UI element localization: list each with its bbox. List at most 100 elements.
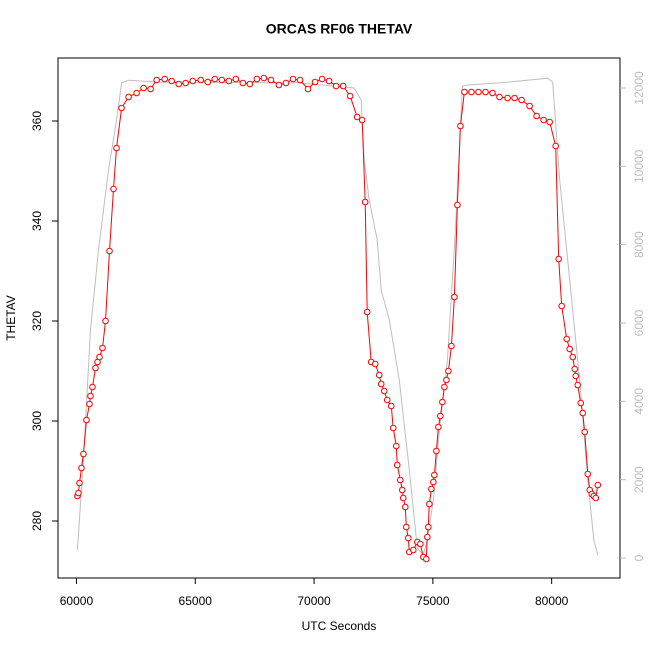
y-tick-label: 300 [30, 411, 44, 431]
point [363, 308, 371, 316]
point [592, 494, 600, 502]
y2-tick-label: 0 [632, 554, 646, 561]
point [383, 396, 391, 404]
point [282, 79, 290, 87]
point [253, 75, 261, 83]
point [558, 302, 565, 310]
point [443, 376, 450, 384]
point [389, 424, 397, 432]
point [175, 80, 183, 88]
point [584, 470, 592, 478]
point [76, 479, 83, 487]
point [296, 76, 304, 84]
point [377, 380, 385, 388]
point [375, 371, 383, 379]
point [96, 353, 103, 361]
point [267, 76, 275, 84]
point [106, 247, 113, 255]
y2-tick-label: 6000 [632, 309, 646, 336]
point [439, 398, 446, 406]
point [555, 255, 562, 263]
point [325, 77, 333, 85]
point [402, 523, 410, 531]
point [371, 360, 379, 368]
x-tick-label: 80000 [535, 594, 569, 608]
point [457, 122, 464, 130]
point [461, 88, 468, 96]
x-tick-label: 60000 [60, 594, 94, 608]
point [563, 335, 571, 343]
point [197, 76, 205, 84]
point [246, 80, 254, 88]
point [425, 523, 432, 531]
point [571, 365, 579, 373]
point [113, 144, 120, 152]
point [218, 76, 226, 84]
point [339, 82, 347, 90]
point [511, 94, 518, 102]
point [468, 88, 475, 96]
point [153, 76, 160, 84]
series-line [76, 77, 599, 557]
point [346, 92, 354, 100]
point [482, 88, 489, 96]
point [83, 416, 90, 424]
point [454, 201, 461, 209]
point [225, 77, 233, 85]
point [404, 534, 412, 542]
point [504, 94, 511, 102]
point [133, 89, 140, 97]
x-axis-label: UTC Seconds [302, 619, 377, 633]
point [387, 402, 395, 410]
point [552, 142, 559, 150]
y-tick-label: 360 [30, 111, 44, 131]
point [540, 116, 547, 124]
y2-tick-label: 12000 [632, 71, 646, 105]
point [353, 113, 361, 121]
series-line [76, 77, 599, 560]
point [526, 102, 533, 110]
point [358, 116, 366, 124]
point [182, 79, 190, 87]
point [398, 486, 406, 494]
point [393, 461, 401, 469]
point [435, 423, 442, 431]
y2-tick-label: 10000 [632, 149, 646, 183]
chart-title: ORCAS RF06 THETAV [266, 21, 413, 37]
y2-tick-label: 4000 [632, 388, 646, 415]
x-tick-label: 75000 [416, 594, 450, 608]
point [289, 75, 297, 83]
point [239, 79, 247, 87]
point [431, 471, 438, 479]
point [423, 555, 430, 563]
point [424, 533, 431, 541]
point [577, 399, 585, 407]
point [396, 476, 404, 484]
point [496, 93, 503, 101]
point [572, 372, 580, 380]
point [448, 342, 455, 350]
y-tick-label: 340 [30, 211, 44, 231]
point [566, 345, 573, 353]
point [533, 112, 540, 120]
point [594, 481, 602, 489]
point [110, 185, 117, 193]
point [260, 74, 268, 82]
point [311, 78, 319, 86]
point [441, 383, 448, 391]
point [433, 447, 440, 455]
point [574, 381, 582, 389]
plot-frame [57, 57, 621, 579]
point [546, 118, 553, 126]
x-tick-label: 65000 [179, 594, 213, 608]
point [581, 428, 589, 436]
point [437, 412, 444, 420]
point [232, 75, 240, 83]
point [392, 442, 400, 450]
point [92, 364, 99, 372]
point [102, 317, 109, 325]
y-axis-label: THETAV [4, 295, 18, 341]
point [475, 88, 482, 96]
point [87, 392, 94, 400]
point [430, 478, 437, 486]
